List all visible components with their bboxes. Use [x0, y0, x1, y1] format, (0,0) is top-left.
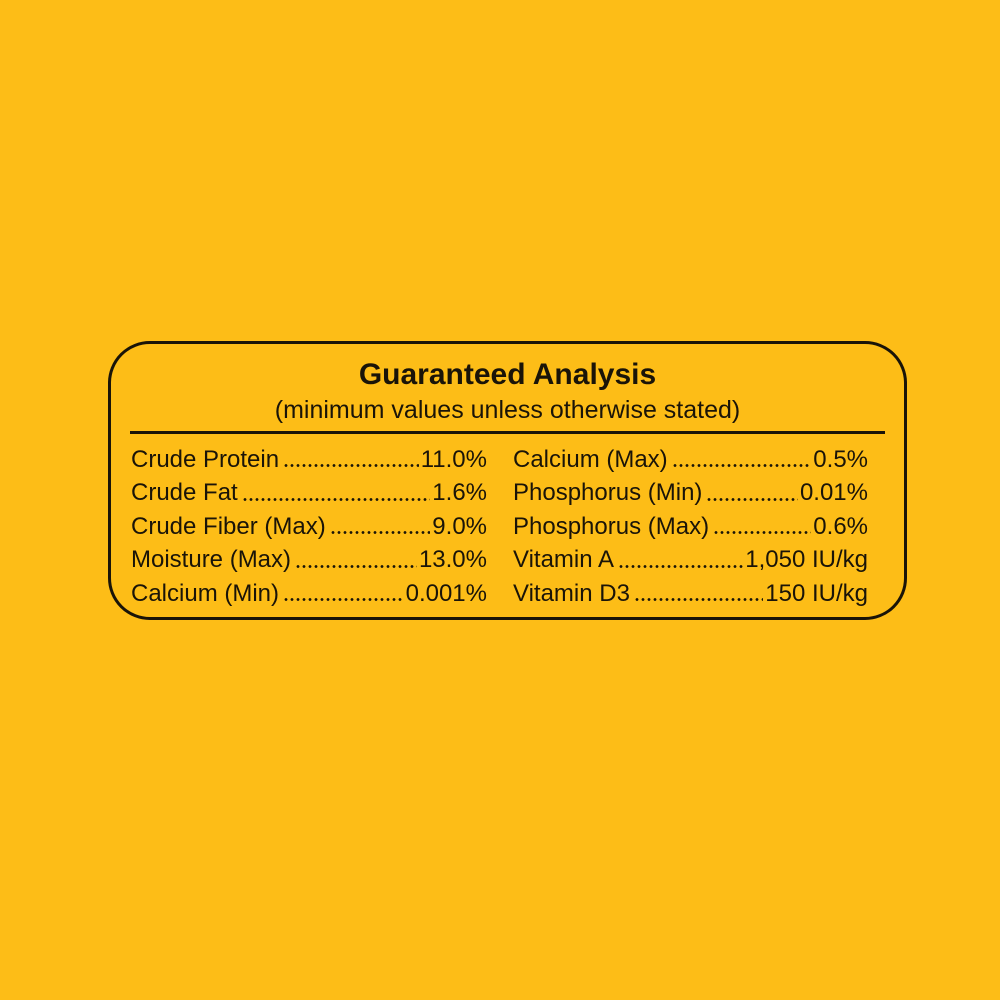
nutrient-name: Crude Protein: [131, 445, 280, 473]
nutrient-row: Crude Protein 11.0%: [131, 443, 487, 477]
dot-leader: [617, 564, 744, 568]
dot-leader: [713, 531, 812, 535]
column: Crude Protein 11.0% Crude Fat 1.6% Crude Fib…: [131, 443, 487, 611]
dot-leader: [283, 598, 404, 602]
nutrient-value: 1,050 IU/kg: [745, 546, 868, 574]
column: Calcium (Max) 0.5% Phosphorus (Min) 0.01% Ph…: [513, 443, 868, 611]
nutrient-name: Phosphorus (Min): [513, 479, 703, 507]
nutrient-row: Crude Fiber (Max) 9.0%: [131, 510, 487, 544]
nutrient-value: 1.6%: [432, 479, 487, 507]
nutrient-row: Vitamin D3 150 IU/kg: [513, 577, 868, 611]
nutrient-value: 0.001%: [405, 579, 487, 607]
dot-leader: [329, 531, 431, 535]
nutrient-value: 0.6%: [813, 512, 868, 540]
dot-leader: [671, 464, 812, 468]
nutrient-row: Moisture (Max) 13.0%: [131, 544, 487, 578]
nutrient-name: Calcium (Max): [513, 445, 668, 473]
nutrient-value: 150 IU/kg: [765, 579, 868, 607]
nutrient-name: Phosphorus (Max): [513, 512, 710, 540]
dot-leader: [283, 464, 419, 468]
title: Guaranteed Analysis: [358, 358, 657, 391]
nutrient-row: Phosphorus (Min) 0.01%: [513, 477, 868, 511]
nutrient-name: Vitamin D3: [513, 579, 630, 607]
dot-leader: [706, 497, 798, 501]
nutrient-name: Crude Fat: [131, 479, 238, 507]
dot-leader: [295, 564, 417, 568]
nutrient-name: Crude Fiber (Max): [131, 512, 326, 540]
dot-leader: [241, 497, 431, 501]
nutrient-row: Vitamin A 1,050 IU/kg: [513, 544, 868, 578]
nutrient-value: 0.01%: [799, 479, 868, 507]
nutrient-value: 0.5%: [813, 445, 868, 473]
nutrient-row: Calcium (Min) 0.001%: [131, 577, 487, 611]
nutrient-name: Calcium (Min): [131, 579, 280, 607]
dot-leader: [633, 598, 764, 602]
nutrient-value: 13.0%: [418, 546, 487, 574]
nutrient-row: Calcium (Max) 0.5%: [513, 443, 868, 477]
nutrient-value: 11.0%: [420, 445, 487, 473]
subtitle: (minimum values unless otherwise stated): [274, 396, 741, 424]
nutrient-name: Vitamin A: [513, 546, 614, 574]
divider: [130, 431, 885, 434]
nutrient-name: Moisture (Max): [131, 546, 292, 574]
analysis-panel: Guaranteed Analysis (minimum values unle…: [108, 341, 907, 620]
nutrient-value: 9.0%: [432, 512, 487, 540]
nutrient-row: Phosphorus (Max) 0.6%: [513, 510, 868, 544]
nutrient-row: Crude Fat 1.6%: [131, 477, 487, 511]
